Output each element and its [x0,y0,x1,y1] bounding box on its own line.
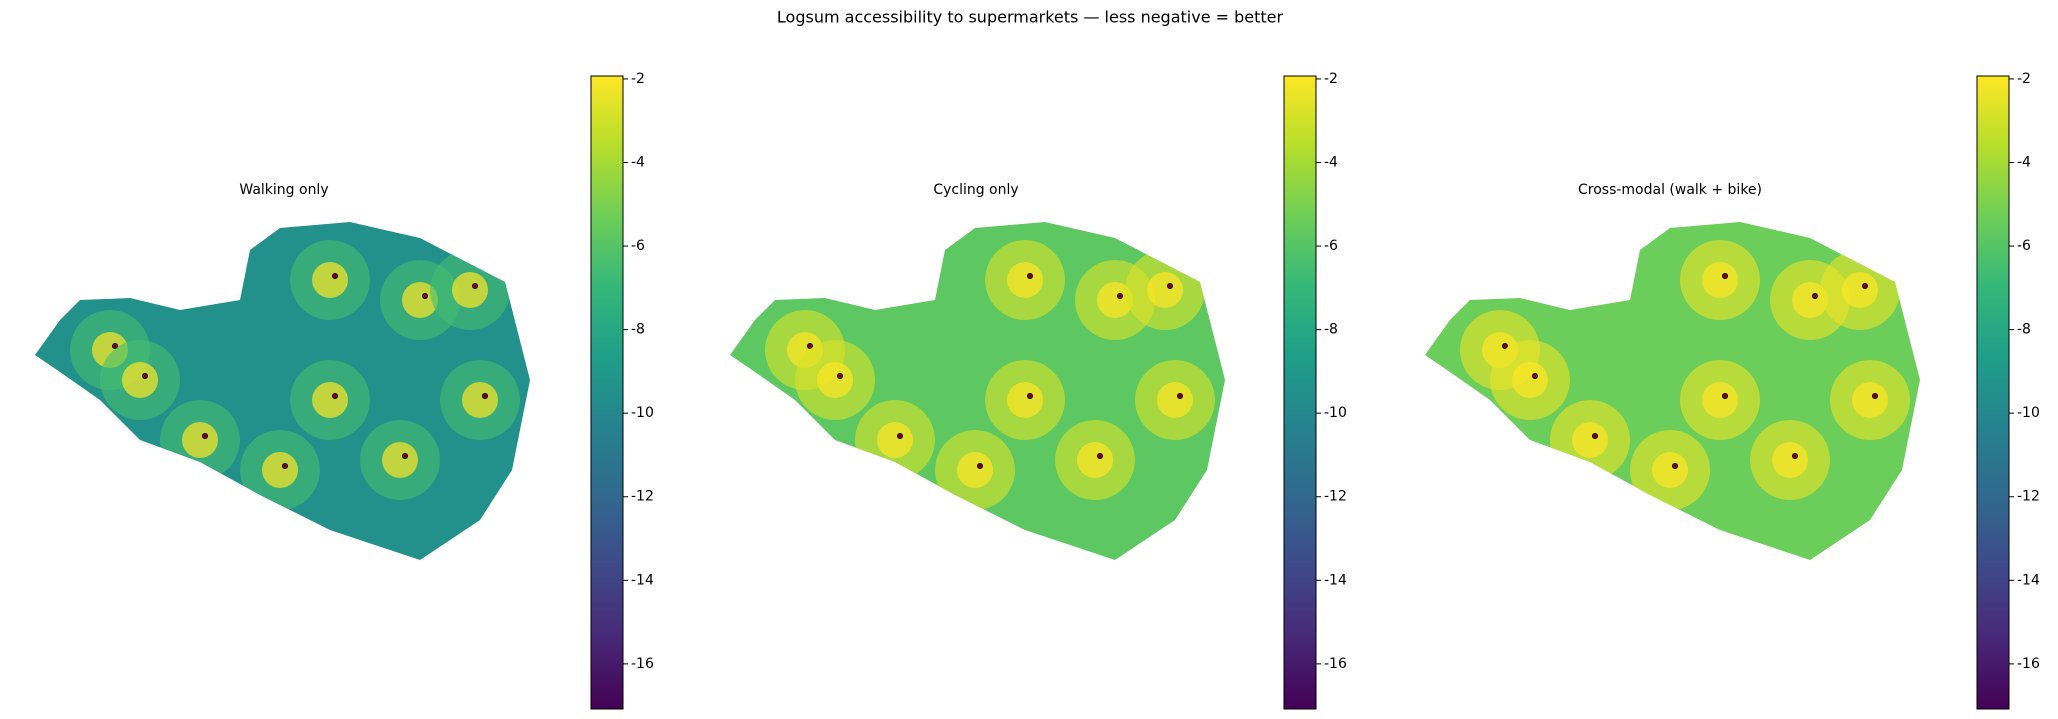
colorbar [1976,75,2010,710]
supermarket [977,463,983,469]
colorbar-tick-label: -14 [631,572,654,588]
colorbar-tick-label: -4 [631,154,645,170]
hotspots [70,240,520,510]
supermarket [1177,393,1183,399]
hotspot-core [1077,442,1113,478]
map [1425,222,1920,560]
hotspot-core [1157,382,1193,418]
hotspot-core [1007,262,1043,298]
figure-title: Logsum accessibility to supermarkets — l… [777,8,1284,27]
colorbar-tick-label: -2 [1324,71,1338,87]
supermarket [1862,283,1868,289]
colorbar-tick-label: -14 [1324,572,1347,588]
colorbar-tick-label: -8 [631,322,645,338]
supermarket [142,373,148,379]
supermarket [1872,393,1878,399]
map [730,222,1225,560]
hotspot-core [877,422,913,458]
colorbar-tick-label: -12 [631,489,654,505]
supermarket [1027,273,1033,279]
supermarket [112,343,118,349]
hotspot-core [312,262,348,298]
hotspot-core [1147,272,1183,308]
colorbar-tick-label: -2 [631,71,645,87]
subplot-title: Walking only [239,182,328,198]
supermarket [1592,433,1598,439]
hotspot-core [1702,262,1738,298]
hotspot-core [402,282,438,318]
colorbar-tick-label: -2 [2017,71,2031,87]
supermarket [1117,293,1123,299]
supermarket [472,283,478,289]
supermarket [402,453,408,459]
hotspot-core [817,362,853,398]
hotspot-core [1772,442,1808,478]
colorbar-tick-label: -14 [2017,572,2040,588]
hotspot-core [182,422,218,458]
supermarket [1097,453,1103,459]
hotspot-core [382,442,418,478]
map [35,222,530,560]
colorbar-tick-label: -12 [1324,489,1347,505]
colorbar-tick-label: -10 [631,405,654,421]
colorbar-tick-label: -16 [631,656,654,672]
supermarket [837,373,843,379]
hotspot-core [1702,382,1738,418]
colorbar [1283,75,1317,710]
supermarket [807,343,813,349]
colorbar-tick-label: -8 [2017,322,2031,338]
hotspot-core [1652,452,1688,488]
hotspots [1460,240,1910,510]
colorbar-tick-label: -4 [2017,154,2031,170]
supermarket [1722,273,1728,279]
supermarket [1792,453,1798,459]
supermarket [1812,293,1818,299]
colorbar [590,75,624,710]
hotspots [765,240,1215,510]
supermarket [422,293,428,299]
supermarket [1502,343,1508,349]
colorbar-tick-label: -16 [2017,656,2040,672]
supermarket [897,433,903,439]
supermarket [482,393,488,399]
hotspot-core [1842,272,1878,308]
supermarket [282,463,288,469]
supermarket [332,273,338,279]
hotspot-core [1512,362,1548,398]
colorbar-tick-label: -10 [2017,405,2040,421]
hotspot-core [957,452,993,488]
hotspot-core [1572,422,1608,458]
hotspot-core [1792,282,1828,318]
hotspot-core [262,452,298,488]
hotspot-core [122,362,158,398]
subplot-title: Cross-modal (walk + bike) [1578,182,1762,198]
supermarket [1027,393,1033,399]
colorbar-tick-label: -12 [2017,489,2040,505]
hotspot-core [312,382,348,418]
supermarket [1167,283,1173,289]
supermarket [1672,463,1678,469]
hotspot-core [1007,382,1043,418]
hotspot-core [1097,282,1133,318]
supermarket [1532,373,1538,379]
colorbar-tick-label: -6 [1324,238,1338,254]
subplot-title: Cycling only [933,182,1018,198]
supermarket [332,393,338,399]
hotspot-core [452,272,488,308]
hotspot-core [462,382,498,418]
hotspot-core [1852,382,1888,418]
colorbar-tick-label: -4 [1324,154,1338,170]
colorbar-tick-label: -16 [1324,656,1347,672]
supermarket [202,433,208,439]
colorbar-tick-label: -6 [2017,238,2031,254]
colorbar-tick-label: -8 [1324,322,1338,338]
colorbar-tick-label: -6 [631,238,645,254]
supermarket [1722,393,1728,399]
colorbar-tick-label: -10 [1324,405,1347,421]
